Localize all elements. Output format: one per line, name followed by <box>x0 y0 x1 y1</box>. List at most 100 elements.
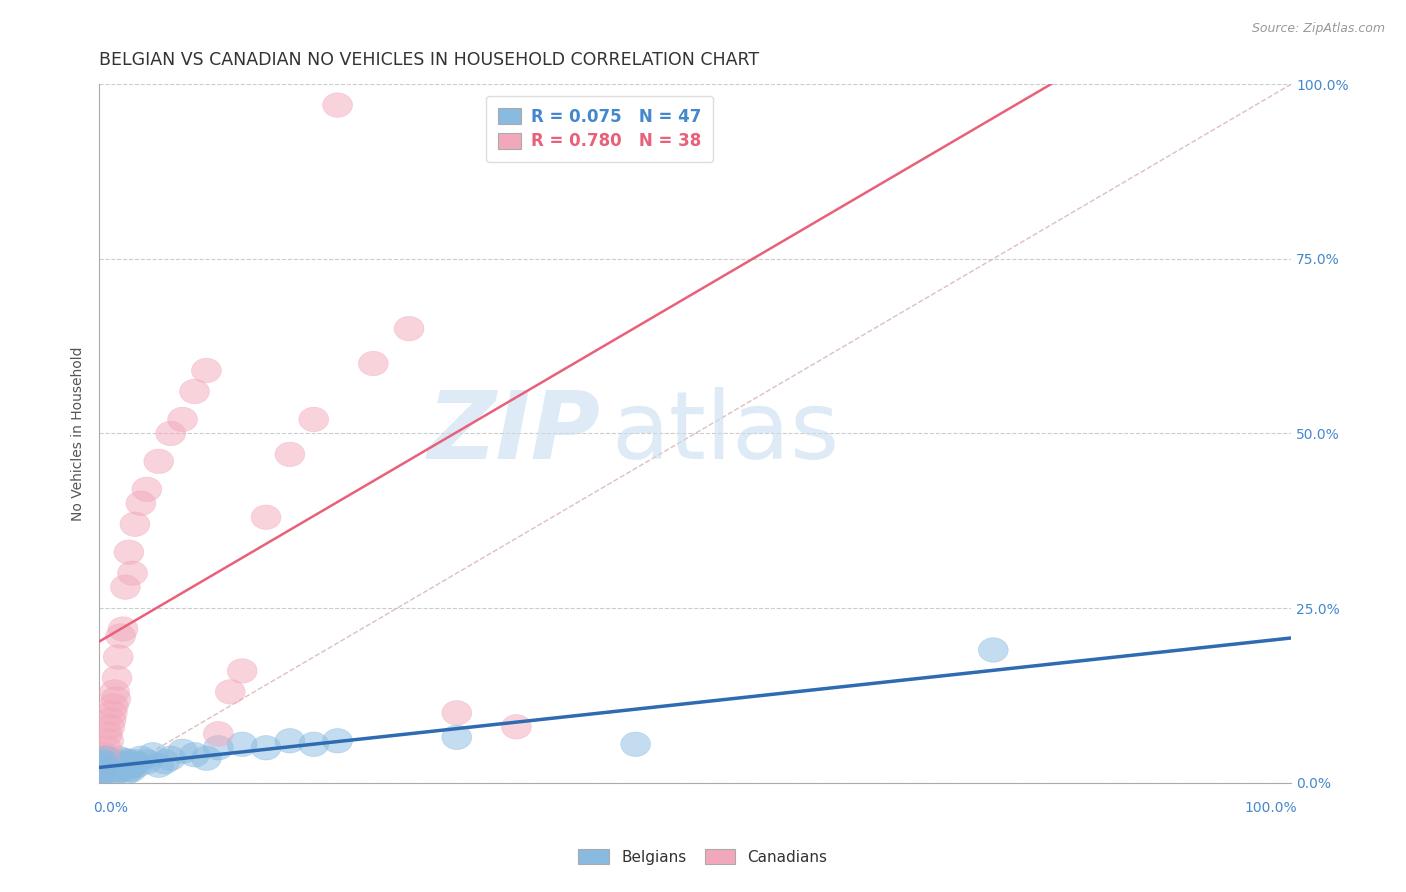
Ellipse shape <box>96 753 127 778</box>
Ellipse shape <box>86 760 115 784</box>
Ellipse shape <box>204 722 233 746</box>
Ellipse shape <box>87 749 117 774</box>
Ellipse shape <box>97 700 127 725</box>
Ellipse shape <box>150 749 180 774</box>
Ellipse shape <box>979 638 1008 662</box>
Ellipse shape <box>91 736 121 760</box>
Ellipse shape <box>105 758 135 782</box>
Ellipse shape <box>322 93 353 118</box>
Ellipse shape <box>111 748 141 772</box>
Ellipse shape <box>359 351 388 376</box>
Ellipse shape <box>204 736 233 760</box>
Ellipse shape <box>89 760 118 784</box>
Ellipse shape <box>87 749 118 774</box>
Ellipse shape <box>114 749 143 774</box>
Ellipse shape <box>90 746 120 771</box>
Ellipse shape <box>252 736 281 760</box>
Ellipse shape <box>94 729 124 753</box>
Ellipse shape <box>100 680 129 704</box>
Ellipse shape <box>100 753 129 778</box>
Ellipse shape <box>138 742 167 767</box>
Ellipse shape <box>112 753 142 778</box>
Ellipse shape <box>117 758 146 782</box>
Ellipse shape <box>96 749 125 774</box>
Ellipse shape <box>101 760 131 784</box>
Ellipse shape <box>191 746 221 771</box>
Ellipse shape <box>111 760 142 784</box>
Text: Source: ZipAtlas.com: Source: ZipAtlas.com <box>1251 22 1385 36</box>
Ellipse shape <box>104 753 135 778</box>
Ellipse shape <box>103 746 134 771</box>
Ellipse shape <box>132 477 162 501</box>
Ellipse shape <box>90 746 120 771</box>
Ellipse shape <box>94 760 124 784</box>
Ellipse shape <box>108 751 138 775</box>
Ellipse shape <box>89 760 118 784</box>
Ellipse shape <box>118 753 148 778</box>
Ellipse shape <box>87 756 118 780</box>
Ellipse shape <box>93 722 122 746</box>
Ellipse shape <box>127 746 156 771</box>
Ellipse shape <box>111 574 141 599</box>
Ellipse shape <box>502 714 531 739</box>
Ellipse shape <box>89 751 118 775</box>
Ellipse shape <box>127 491 156 516</box>
Ellipse shape <box>103 665 132 690</box>
Ellipse shape <box>103 645 134 669</box>
Ellipse shape <box>276 729 305 753</box>
Ellipse shape <box>156 746 186 771</box>
Ellipse shape <box>98 694 128 718</box>
Ellipse shape <box>108 616 138 641</box>
Legend: R = 0.075   N = 47, R = 0.780   N = 38: R = 0.075 N = 47, R = 0.780 N = 38 <box>486 96 713 162</box>
Ellipse shape <box>441 700 471 725</box>
Ellipse shape <box>252 505 281 530</box>
Ellipse shape <box>228 658 257 683</box>
Ellipse shape <box>110 756 139 781</box>
Text: atlas: atlas <box>612 387 839 479</box>
Ellipse shape <box>441 725 471 749</box>
Ellipse shape <box>107 756 136 780</box>
Ellipse shape <box>89 742 118 767</box>
Ellipse shape <box>167 739 197 764</box>
Ellipse shape <box>96 714 125 739</box>
Ellipse shape <box>215 680 245 704</box>
Ellipse shape <box>103 756 132 781</box>
Ellipse shape <box>93 756 122 781</box>
Ellipse shape <box>132 749 162 774</box>
Ellipse shape <box>143 450 174 474</box>
Ellipse shape <box>101 687 131 711</box>
Ellipse shape <box>120 512 150 536</box>
Ellipse shape <box>105 624 135 648</box>
Ellipse shape <box>299 732 329 756</box>
Ellipse shape <box>180 742 209 767</box>
Ellipse shape <box>87 756 117 781</box>
Y-axis label: No Vehicles in Household: No Vehicles in Household <box>72 346 86 521</box>
Text: 0.0%: 0.0% <box>93 801 128 815</box>
Ellipse shape <box>156 421 186 446</box>
Ellipse shape <box>191 359 221 383</box>
Ellipse shape <box>90 756 120 781</box>
Ellipse shape <box>115 756 145 781</box>
Ellipse shape <box>97 756 127 781</box>
Ellipse shape <box>90 756 120 781</box>
Ellipse shape <box>620 732 651 756</box>
Ellipse shape <box>122 753 152 778</box>
Text: 100.0%: 100.0% <box>1244 801 1298 815</box>
Text: BELGIAN VS CANADIAN NO VEHICLES IN HOUSEHOLD CORRELATION CHART: BELGIAN VS CANADIAN NO VEHICLES IN HOUSE… <box>100 51 759 69</box>
Ellipse shape <box>167 408 197 432</box>
Ellipse shape <box>276 442 305 467</box>
Ellipse shape <box>118 561 148 585</box>
Ellipse shape <box>86 753 115 778</box>
Ellipse shape <box>299 408 329 432</box>
Ellipse shape <box>114 540 143 565</box>
Ellipse shape <box>98 749 128 774</box>
Ellipse shape <box>96 707 127 732</box>
Ellipse shape <box>180 379 209 404</box>
Ellipse shape <box>228 732 257 756</box>
Ellipse shape <box>87 758 117 782</box>
Ellipse shape <box>143 753 174 778</box>
Legend: Belgians, Canadians: Belgians, Canadians <box>572 843 834 871</box>
Text: ZIP: ZIP <box>427 387 600 479</box>
Ellipse shape <box>87 753 117 778</box>
Ellipse shape <box>394 317 425 341</box>
